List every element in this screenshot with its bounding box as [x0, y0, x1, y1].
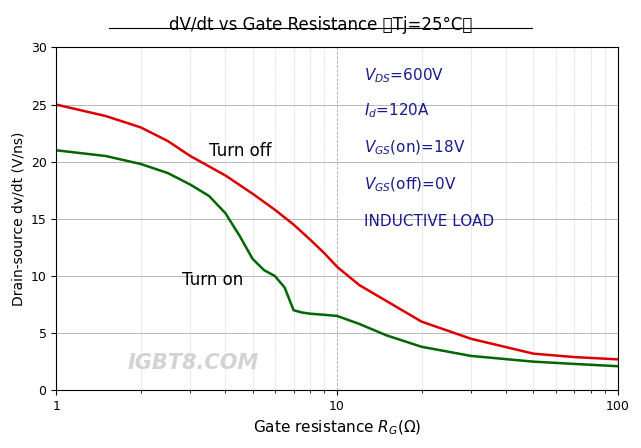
Text: IGBT8.COM: IGBT8.COM	[128, 353, 259, 373]
Y-axis label: Drain-source dv/dt (V/ns): Drain-source dv/dt (V/ns)	[11, 132, 25, 306]
X-axis label: Gate resistance $R_G$($\Omega$): Gate resistance $R_G$($\Omega$)	[253, 418, 421, 437]
Text: dV/dt vs Gate Resistance （Tj=25°C）: dV/dt vs Gate Resistance （Tj=25°C）	[169, 16, 472, 34]
Text: INDUCTIVE LOAD: INDUCTIVE LOAD	[364, 214, 494, 228]
Text: $I_{d}$=120A: $I_{d}$=120A	[364, 101, 430, 120]
Text: Turn off: Turn off	[209, 142, 272, 160]
Text: $V_{GS}$(on)=18V: $V_{GS}$(on)=18V	[364, 139, 465, 157]
Text: $V_{GS}$(off)=0V: $V_{GS}$(off)=0V	[364, 175, 457, 194]
Text: $V_{DS}$=600V: $V_{DS}$=600V	[364, 67, 444, 86]
Text: Turn on: Turn on	[182, 271, 243, 289]
